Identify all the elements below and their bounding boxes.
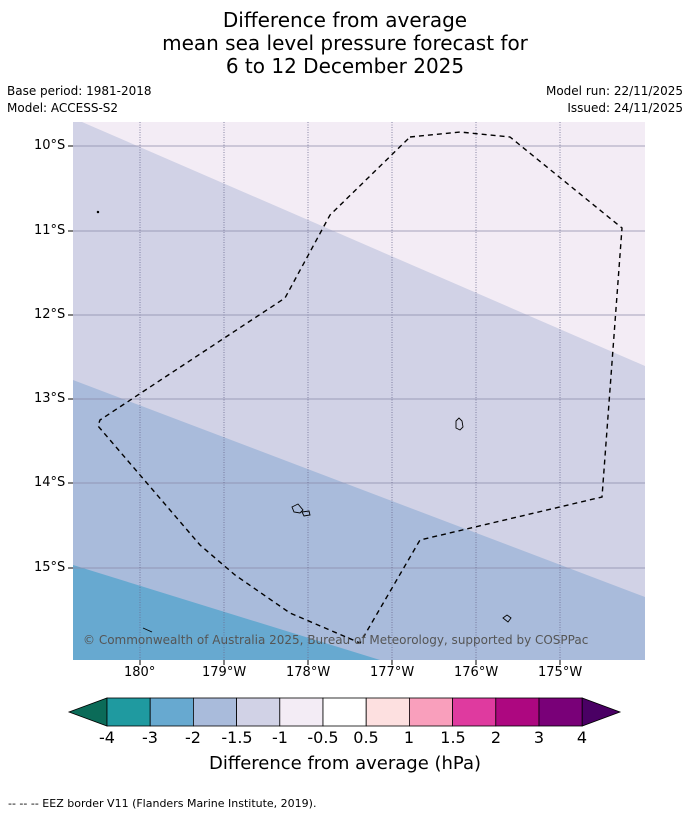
colorbar-label: 0.5 — [353, 728, 379, 747]
colorbar-label: 4 — [576, 728, 588, 747]
band-minus3-to-minus2 — [73, 565, 380, 660]
island-south — [502, 614, 512, 623]
colorbar-swatch — [452, 697, 497, 727]
lat-label: 15°S — [34, 560, 66, 575]
lon-label: 175°W — [538, 665, 583, 680]
colorbar-swatch — [408, 697, 453, 727]
colorbar — [67, 697, 622, 727]
colorbar-label: 3 — [533, 728, 545, 747]
colorbar-swatch — [538, 697, 583, 727]
colorbar-swatch — [106, 697, 151, 727]
band-minus2-to-minus1.5 — [73, 380, 645, 660]
island-north — [455, 417, 464, 431]
colorbar-extend-low — [67, 697, 108, 727]
eez-legend-note: -- -- -- EEZ border V11 (Flanders Marine… — [8, 797, 317, 810]
colorbar-swatch — [279, 697, 324, 727]
colorbar-label: -2 — [185, 728, 201, 747]
island-islet — [96, 210, 100, 214]
colorbar-label: -1.5 — [221, 728, 253, 747]
issued-text: Issued: 24/11/2025 — [567, 101, 683, 115]
copyright-notice: © Commonwealth of Australia 2025, Bureau… — [83, 633, 589, 647]
lon-label: 179°W — [202, 665, 247, 680]
lat-label: 11°S — [34, 223, 66, 238]
colorbar-label: -3 — [142, 728, 158, 747]
colorbar-swatch — [322, 697, 367, 727]
colorbar-label: 1 — [403, 728, 415, 747]
islands — [96, 210, 512, 633]
lat-label: 13°S — [34, 391, 66, 406]
island-central-1 — [291, 503, 304, 514]
base-period-text: Base period: 1981-2018 — [7, 84, 152, 98]
longitude-gridlines — [139, 122, 561, 660]
colorbar-label: -0.5 — [307, 728, 339, 747]
model-run-text: Model run: 22/11/2025 — [545, 84, 683, 98]
lat-label: 10°S — [34, 138, 66, 153]
lat-label: 14°S — [34, 475, 66, 490]
island-southwest — [142, 627, 153, 633]
colorbar-label: -4 — [99, 728, 115, 747]
colorbar-label: 2 — [490, 728, 502, 747]
map-plot-area — [73, 122, 645, 660]
lon-label: 177°W — [370, 665, 415, 680]
colorbar-extend-high — [581, 697, 622, 727]
colorbar-swatch — [192, 697, 237, 727]
colorbar-title: Difference from average (hPa) — [208, 753, 482, 774]
colorbar-swatch — [236, 697, 281, 727]
colorbar-label: -1 — [272, 728, 288, 747]
lon-label: 178°W — [286, 665, 331, 680]
model-text: Model: ACCESS-S2 — [7, 101, 119, 115]
colorbar-label: 1.5 — [440, 728, 466, 747]
latitude-gridlines — [73, 145, 645, 569]
colorbar-swatch — [495, 697, 540, 727]
axis-ticks — [68, 145, 561, 665]
map-title-line-2: mean sea level pressure forecast for — [162, 31, 528, 55]
map-title-line-3: 6 to 12 December 2025 — [225, 54, 465, 78]
island-central-2 — [301, 510, 311, 517]
colorbar-swatch — [365, 697, 410, 727]
map-title-line-1: Difference from average — [222, 8, 468, 32]
colorbar-swatch — [149, 697, 194, 727]
lon-label: 176°W — [454, 665, 499, 680]
lon-label: 180° — [124, 665, 156, 680]
eez-border — [97, 131, 623, 644]
lat-label: 12°S — [34, 307, 66, 322]
